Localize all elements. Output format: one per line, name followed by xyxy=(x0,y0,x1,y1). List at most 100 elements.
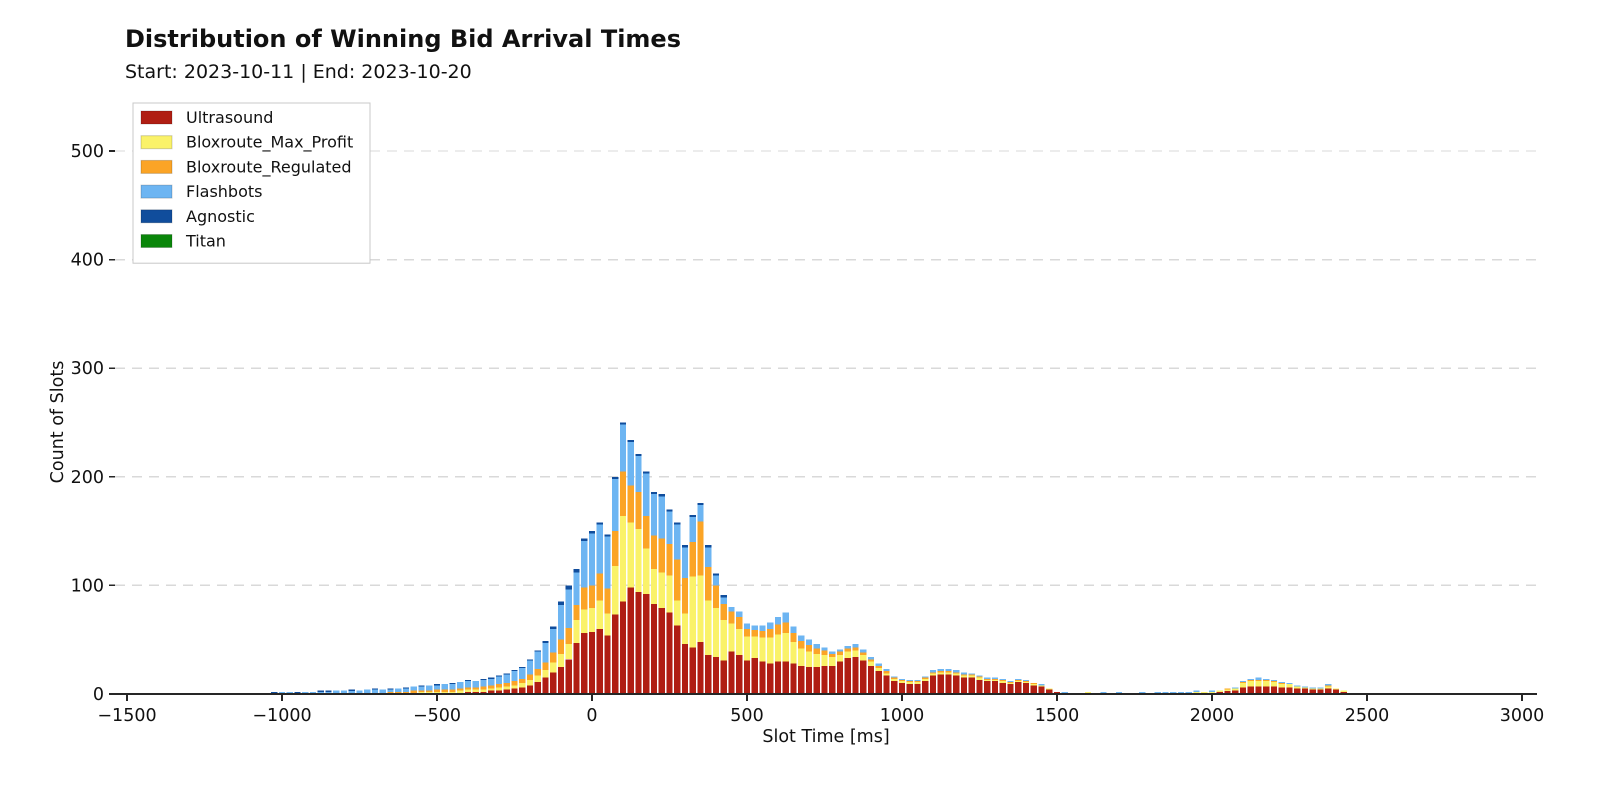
legend-label-flashbots: Flashbots xyxy=(186,182,262,201)
bar-segment-flashbots xyxy=(495,676,503,685)
bar-segment-bloxroute_max_profit xyxy=(495,687,503,691)
bar-segment-ultrasound xyxy=(550,672,557,694)
bar-segment-ultrasound xyxy=(891,680,898,694)
bar-segment-bloxroute_max_profit xyxy=(1084,691,1092,693)
bar-segment-flashbots xyxy=(325,691,332,694)
bar-segment-bloxroute_max_profit xyxy=(472,689,479,692)
bar-segment-agnostic xyxy=(666,509,673,512)
bar-segment-ultrasound xyxy=(627,587,634,694)
bar-segment-flashbots xyxy=(426,685,433,691)
bar-segment-bloxroute_regulated xyxy=(860,652,867,655)
bar-segment-bloxroute_regulated xyxy=(844,648,851,652)
bar-segment-ultrasound xyxy=(875,671,882,694)
bar-segment-agnostic xyxy=(635,453,642,457)
bar-segment-bloxroute_max_profit xyxy=(922,678,929,681)
legend-swatch-flashbots xyxy=(140,184,173,199)
bar-segment-bloxroute_regulated xyxy=(1239,682,1247,684)
bar-segment-flashbots xyxy=(1294,685,1301,687)
bar-segment-bloxroute_max_profit xyxy=(1247,680,1254,687)
bar-segment-flashbots xyxy=(1309,687,1316,689)
bar-segment-bloxroute_max_profit xyxy=(805,651,813,667)
bar-segment-agnostic xyxy=(650,492,658,495)
bar-segment-bloxroute_regulated xyxy=(627,485,634,523)
bar-segment-ultrasound xyxy=(705,654,712,694)
bar-segment-bloxroute_max_profit xyxy=(1332,688,1340,690)
bar-segment-agnostic xyxy=(581,538,588,541)
y-tick-label: 200 xyxy=(71,468,104,488)
bar-segment-bloxroute_regulated xyxy=(751,629,758,637)
bar-segment-bloxroute_regulated xyxy=(1015,679,1022,681)
bar-segment-bloxroute_regulated xyxy=(1270,680,1278,683)
bar-segment-flashbots xyxy=(1317,687,1324,689)
bar-segment-bloxroute_max_profit xyxy=(588,608,596,633)
bar-segment-ultrasound xyxy=(1232,690,1239,694)
bar-segment-bloxroute_regulated xyxy=(937,671,944,673)
bar-segment-agnostic xyxy=(681,545,689,548)
bar-segment-flashbots xyxy=(464,680,472,688)
bar-segment-ultrasound xyxy=(1216,691,1223,694)
bar-segment-agnostic xyxy=(588,531,596,534)
bar-segment-flashbots xyxy=(379,689,386,693)
bar-segment-bloxroute_max_profit xyxy=(542,670,549,678)
bar-segment-ultrasound xyxy=(635,591,642,694)
bar-segment-flashbots xyxy=(581,540,588,588)
bar-segment-bloxroute_max_profit xyxy=(1224,689,1231,691)
bar-segment-bloxroute_regulated xyxy=(674,559,681,601)
bar-segment-agnostic xyxy=(619,422,627,425)
bar-segment-bloxroute_max_profit xyxy=(1294,686,1301,689)
bar-segment-bloxroute_regulated xyxy=(867,659,875,662)
bar-segment-flashbots xyxy=(681,547,689,578)
bar-segment-bloxroute_max_profit xyxy=(836,654,844,662)
legend-label-bloxroute_max_profit: Bloxroute_Max_Profit xyxy=(186,133,353,153)
bar-segment-bloxroute_regulated xyxy=(449,689,456,692)
bar-segment-flashbots xyxy=(736,611,743,617)
bar-segment-agnostic xyxy=(371,688,379,690)
bar-segment-flashbots xyxy=(852,644,859,648)
bar-segment-flashbots xyxy=(960,672,968,675)
bar-segment-flashbots xyxy=(402,688,410,692)
bar-segment-flashbots xyxy=(643,473,650,516)
bar-segment-agnostic xyxy=(689,514,696,517)
bar-segment-flashbots xyxy=(565,589,572,628)
bar-segment-bloxroute_max_profit xyxy=(860,654,867,661)
y-tick-group: 0 100 200 300 400 500 xyxy=(71,142,115,705)
bar-segment-bloxroute_regulated xyxy=(836,651,844,655)
bar-segment-bloxroute_max_profit xyxy=(573,620,580,643)
bar-segment-flashbots xyxy=(674,524,681,560)
bar-segment-agnostic xyxy=(643,471,650,474)
bar-segment-bloxroute_regulated xyxy=(782,622,789,634)
x-tick-label: 500 xyxy=(730,706,763,726)
x-tick-label: 2500 xyxy=(1345,706,1390,726)
bar-segment-bloxroute_max_profit xyxy=(1201,691,1208,693)
bar-segment-flashbots xyxy=(705,547,712,567)
bar-segment-bloxroute_max_profit xyxy=(798,648,805,666)
bar-segment-flashbots xyxy=(999,678,1006,680)
bar-segment-flashbots xyxy=(891,676,898,678)
bar-segment-flashbots xyxy=(976,675,983,677)
chart-title: Distribution of Winning Bid Arrival Time… xyxy=(125,25,681,53)
bar-segment-bloxroute_max_profit xyxy=(751,636,758,659)
bar-segment-bloxroute_regulated xyxy=(1030,683,1037,685)
bar-segment-ultrasound xyxy=(488,690,495,694)
bar-segment-flashbots xyxy=(860,649,867,653)
bar-segment-bloxroute_max_profit xyxy=(1340,690,1347,692)
bar-segment-agnostic xyxy=(612,476,619,479)
y-tick-label: 500 xyxy=(71,142,104,162)
bar-segment-bloxroute_max_profit xyxy=(681,613,689,645)
bar-segment-ultrasound xyxy=(534,682,541,694)
bar-segment-ultrasound xyxy=(650,603,658,694)
bar-segment-bloxroute_max_profit xyxy=(867,661,875,666)
bar-segment-bloxroute_regulated xyxy=(426,690,433,692)
bar-segment-flashbots xyxy=(805,639,813,646)
bar-segment-ultrasound xyxy=(906,684,913,694)
bar-segment-agnostic xyxy=(480,678,487,680)
bar-segment-bloxroute_regulated xyxy=(410,690,417,693)
bar-segment-flashbots xyxy=(480,679,487,687)
bar-segment-bloxroute_max_profit xyxy=(929,673,937,676)
bar-segment-ultrasound xyxy=(976,679,983,694)
bar-segment-bloxroute_regulated xyxy=(829,653,836,658)
bar-segment-flashbots xyxy=(1061,691,1068,693)
bar-segment-bloxroute_regulated xyxy=(960,674,968,676)
bar-segment-flashbots xyxy=(557,604,565,640)
